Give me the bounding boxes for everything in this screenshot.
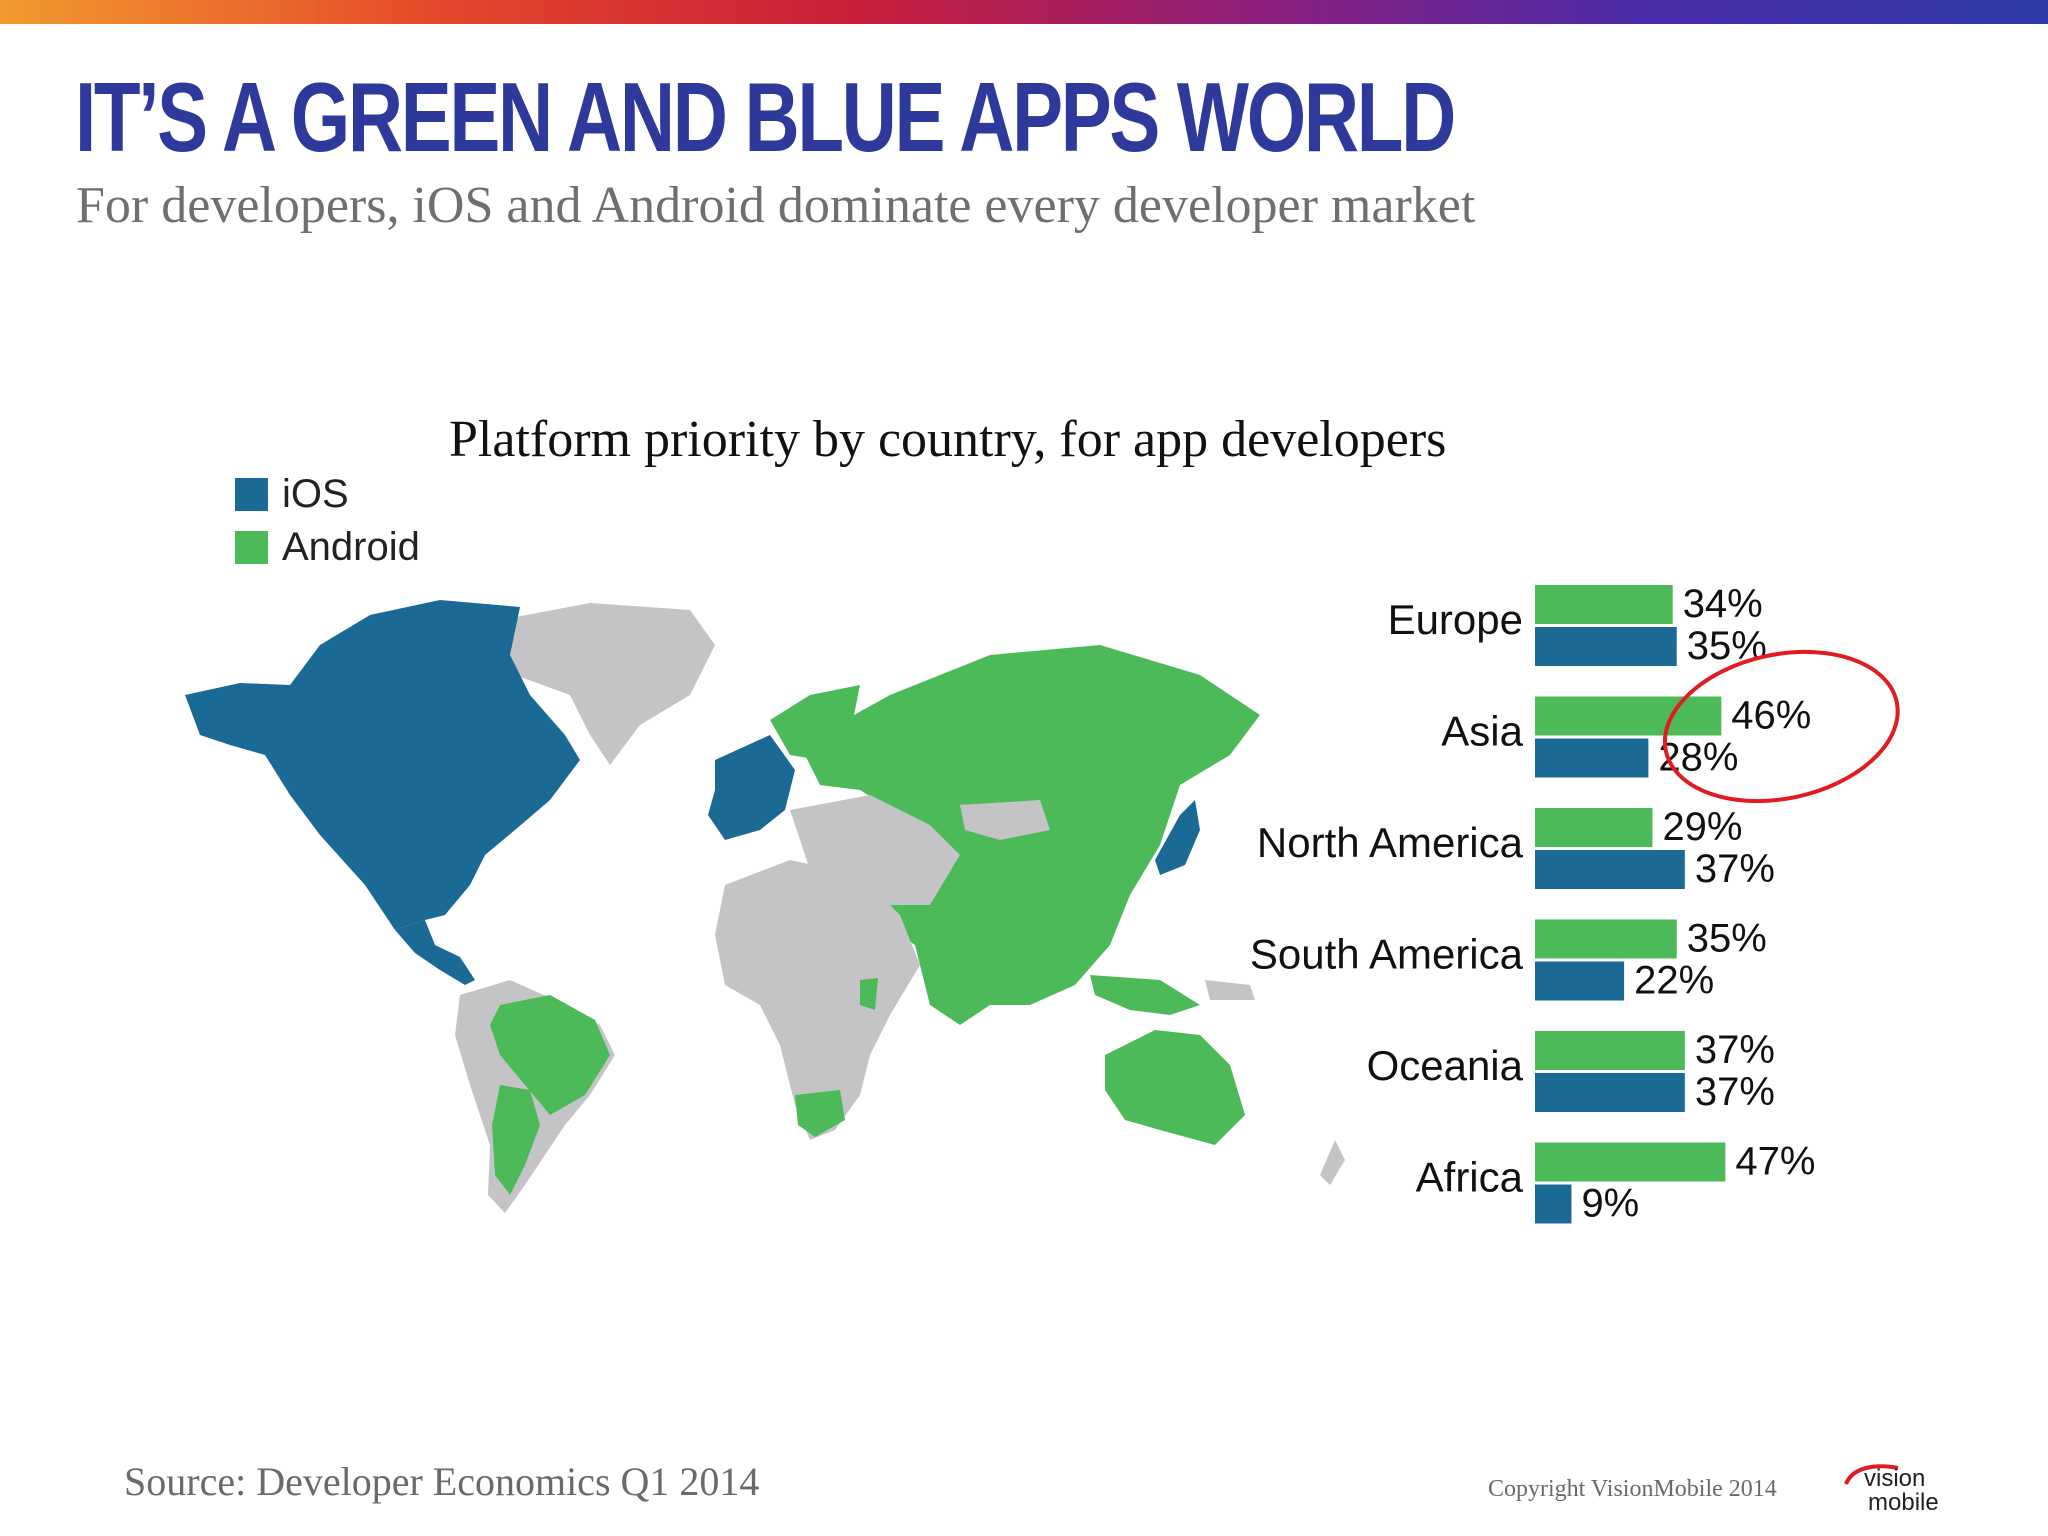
chart-title: Platform priority by country, for app de… xyxy=(449,411,1447,468)
map-indonesia xyxy=(1090,975,1200,1015)
page-title: IT’S A GREEN AND BLUE APPS WORLD xyxy=(75,62,1456,172)
bar-ios-africa xyxy=(1535,1184,1572,1224)
logo-text-vision: vision xyxy=(1864,1465,1925,1492)
legend-item-android: Android xyxy=(235,521,420,574)
bar-android-asia xyxy=(1535,696,1722,736)
page-subtitle: For developers, iOS and Android dominate… xyxy=(76,177,1476,234)
map-east-africa xyxy=(860,978,878,1010)
legend-swatch-ios xyxy=(235,478,268,511)
map-central-america xyxy=(395,920,475,985)
value-label-ios-africa: 9% xyxy=(1581,1182,1639,1226)
legend-label-ios: iOS xyxy=(282,472,349,516)
value-label-ios-south-america: 22% xyxy=(1634,959,1714,1003)
category-label-oceania: Oceania xyxy=(1367,1042,1524,1089)
map-japan xyxy=(1155,800,1200,875)
map-north-america xyxy=(185,600,580,930)
bar-android-europe xyxy=(1535,585,1673,624)
world-map xyxy=(185,600,1345,1213)
bar-ios-north-america xyxy=(1535,850,1685,889)
legend-item-ios: iOS xyxy=(235,468,420,521)
bar-android-oceania xyxy=(1535,1031,1685,1070)
bar-android-north-america xyxy=(1535,808,1653,847)
map-western-europe xyxy=(708,735,795,840)
map-mongolia xyxy=(960,800,1050,840)
bar-ios-europe xyxy=(1535,627,1677,666)
category-label-africa: Africa xyxy=(1416,1154,1524,1201)
map-argentina xyxy=(492,1085,540,1195)
top-gradient-bar xyxy=(0,0,2048,24)
legend: iOS Android xyxy=(235,468,420,574)
logo-text-mobile: mobile xyxy=(1868,1489,1939,1516)
bar-android-africa xyxy=(1535,1142,1726,1182)
bar-ios-asia xyxy=(1535,738,1649,778)
bar-ios-south-america xyxy=(1535,961,1625,1001)
value-label-ios-europe: 35% xyxy=(1687,624,1767,668)
map-russia-asia xyxy=(800,645,1260,1025)
source-note: Source: Developer Economics Q1 2014 xyxy=(124,1459,760,1504)
value-label-android-south-america: 35% xyxy=(1687,917,1767,961)
value-label-android-africa: 47% xyxy=(1735,1140,1815,1184)
map-brazil xyxy=(490,995,610,1115)
value-label-android-europe: 34% xyxy=(1683,582,1763,626)
legend-swatch-android xyxy=(235,531,268,564)
category-label-south-america: South America xyxy=(1250,931,1524,978)
value-label-android-north-america: 29% xyxy=(1662,805,1742,849)
value-label-android-asia: 46% xyxy=(1731,694,1811,738)
category-label-europe: Europe xyxy=(1388,596,1523,643)
bar-ios-oceania xyxy=(1535,1073,1685,1112)
map-africa xyxy=(715,860,920,1140)
map-central-asia xyxy=(790,795,960,905)
value-label-android-oceania: 37% xyxy=(1695,1028,1775,1072)
legend-label-android: Android xyxy=(282,525,420,569)
map-australia xyxy=(1105,1030,1245,1145)
category-label-asia: Asia xyxy=(1441,708,1523,755)
value-label-ios-asia: 28% xyxy=(1658,736,1738,780)
value-label-ios-oceania: 37% xyxy=(1695,1070,1775,1114)
bar-chart: Europe 34%35%Asia 46%28%North America 29%37… xyxy=(1250,582,1900,1226)
map-south-africa xyxy=(795,1090,845,1137)
value-label-ios-north-america: 37% xyxy=(1695,847,1775,891)
bar-android-south-america xyxy=(1535,919,1677,959)
map-greenland xyxy=(500,603,715,765)
annotation-circle xyxy=(1662,649,1900,804)
category-label-north-america: North America xyxy=(1257,819,1524,866)
map-new-guinea xyxy=(1205,980,1255,1000)
map-new-zealand xyxy=(1320,1140,1345,1185)
copyright-note: Copyright VisionMobile 2014 xyxy=(1488,1476,1777,1502)
visionmobile-logo: vision mobile xyxy=(1844,1464,1939,1516)
